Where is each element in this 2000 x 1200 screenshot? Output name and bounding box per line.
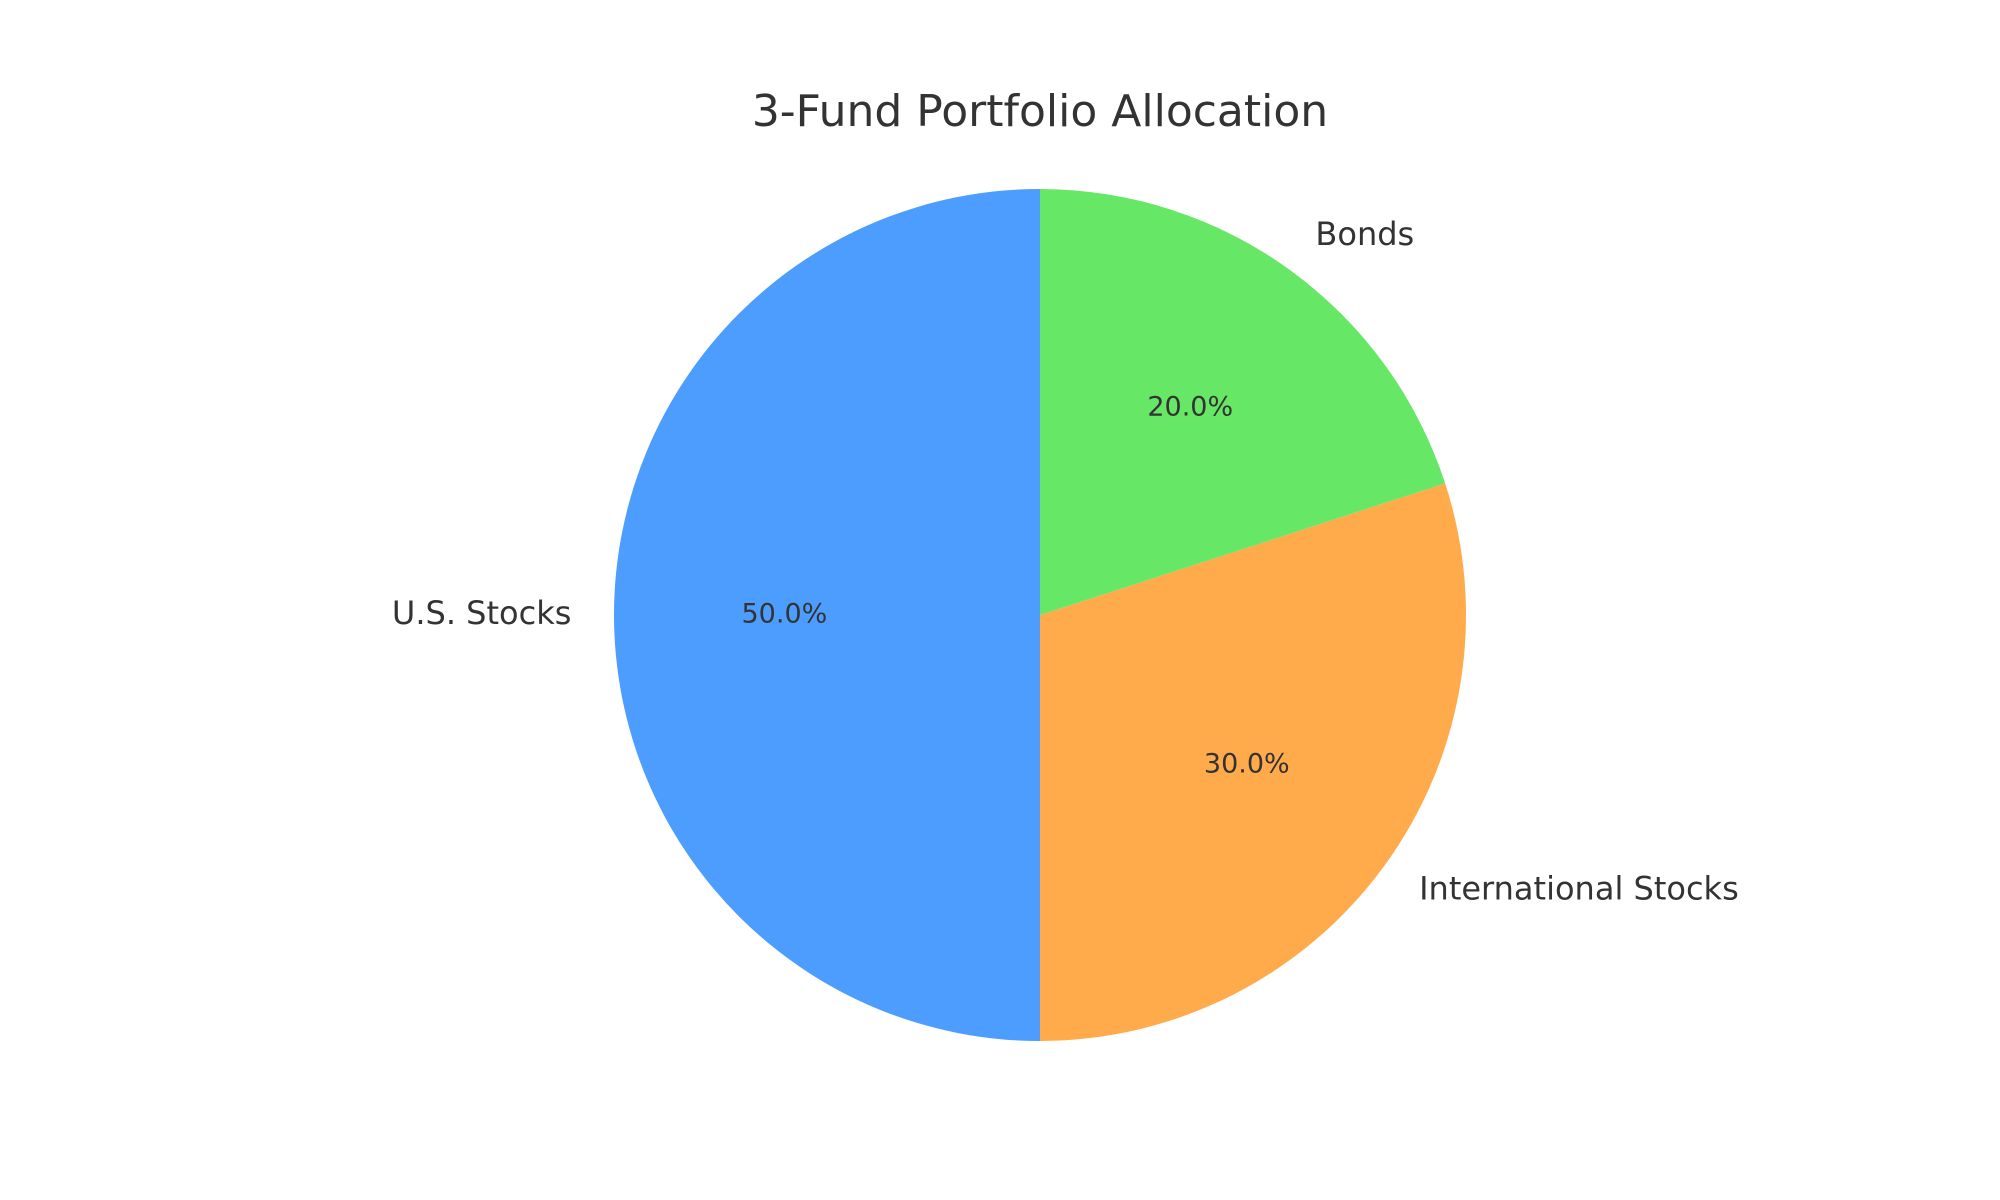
pie-slice bbox=[614, 189, 1040, 1041]
chart-title: 3-Fund Portfolio Allocation bbox=[752, 86, 1328, 137]
percent-label: 20.0% bbox=[1147, 392, 1233, 423]
percent-label: 30.0% bbox=[1204, 749, 1290, 780]
slice-label: International Stocks bbox=[1419, 869, 1739, 907]
percent-label: 50.0% bbox=[742, 599, 828, 630]
pie-slice bbox=[1040, 483, 1466, 1041]
pie-slice bbox=[1040, 189, 1446, 615]
slice-label: U.S. Stocks bbox=[392, 594, 571, 632]
slice-label: Bonds bbox=[1315, 215, 1414, 253]
